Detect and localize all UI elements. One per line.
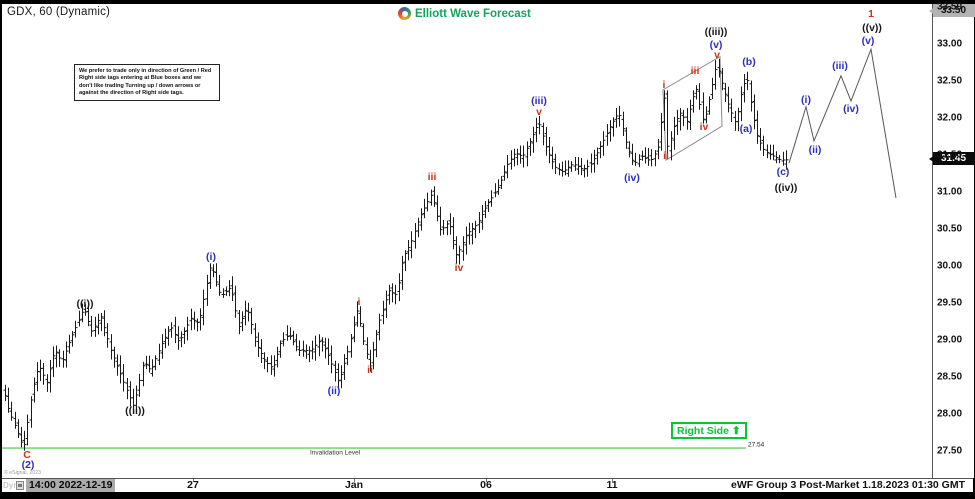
wave-label: ((i)): [76, 297, 94, 310]
price-tick-label: 31.50: [937, 149, 963, 161]
date-tick-label: 06: [480, 479, 492, 491]
wave-channel: [662, 55, 723, 162]
wave-label: (c): [776, 166, 790, 179]
right-side-tag: Right Side ⬆: [671, 422, 747, 440]
wave-label: i: [662, 78, 666, 91]
right-side-label: Right Side: [677, 424, 729, 437]
session-high-badge: 33.50: [929, 4, 975, 17]
price-tick-label: 29.50: [937, 297, 963, 309]
price-tick-label: 28.00: [937, 408, 963, 420]
invalidation-level-label: Invalidation Level: [310, 449, 361, 457]
date-tick-mark: [612, 479, 613, 482]
wave-label: (a): [739, 123, 753, 136]
price-axis[interactable]: 33.50 31.45 33.50 33.00 32.50 32.00 31.50 31.…: [929, 1, 975, 478]
forecast-projection-line: [788, 47, 897, 198]
price-tick-label: 27.50: [937, 445, 963, 457]
wave-label: (iv): [624, 171, 640, 184]
wave-label: ii: [663, 149, 669, 162]
up-arrow-icon: ⬆: [731, 424, 741, 437]
wave-label: iii: [690, 64, 700, 77]
wave-label: (i): [206, 251, 216, 264]
price-tick-label: 30.50: [937, 223, 963, 235]
trading-note-box: We prefer to trade only in direction of …: [74, 64, 220, 102]
logo-text: Elliott Wave Forecast: [415, 7, 531, 20]
wave-label: ((iii)): [704, 26, 728, 39]
price-tick-label: 30.00: [937, 260, 963, 272]
wave-label: (v): [709, 38, 723, 51]
price-tick-label: 33.50: [937, 1, 963, 13]
calendar-icon[interactable]: [16, 481, 24, 490]
last-price-badge: 31.45: [929, 152, 975, 166]
esignal-copyright: © eSignal, 2023: [4, 470, 41, 476]
dynamic-session-label: Dyn: [3, 481, 19, 490]
price-chart-canvas[interactable]: [2, 4, 932, 478]
wave-label: (ii): [327, 385, 341, 398]
wave-label: (iv): [843, 103, 859, 116]
wave-label: 1: [868, 7, 874, 20]
price-tick-label: 28.50: [937, 371, 963, 383]
wave-label: (ii): [808, 143, 822, 156]
invalidation-level-value: 27.54: [748, 441, 765, 449]
wave-label: iii: [427, 171, 437, 184]
price-tick-label: 29.00: [937, 334, 963, 346]
left-arrow-icon: [929, 154, 935, 163]
wave-label: iv: [699, 120, 709, 133]
date-tick-mark: [193, 479, 194, 482]
wave-label: C: [23, 448, 31, 461]
wave-label: iv: [454, 262, 464, 275]
logo-swirl-icon: [398, 7, 411, 20]
price-tick-label: 33.00: [937, 38, 963, 50]
price-tick-label: 32.00: [937, 112, 963, 124]
wave-label: ((ii)): [125, 405, 145, 418]
wave-label: (v): [861, 35, 875, 48]
elliott-wave-forecast-logo: Elliott Wave Forecast: [398, 7, 531, 20]
wave-label: i: [357, 296, 361, 309]
wave-label: ii: [367, 364, 373, 377]
cursor-timestamp-badge: 14:00 2022-12-19: [26, 479, 116, 492]
wave-label: (iii): [832, 60, 848, 73]
session-info-label: eWF Group 3 Post-Market 1.18.2023 01:30 …: [731, 479, 965, 491]
price-tick-label: 32.50: [937, 75, 963, 87]
date-tick-label: 11: [606, 479, 618, 491]
wave-label: (b): [742, 55, 756, 68]
wave-label: ((iv)): [774, 182, 798, 195]
symbol-title: GDX, 60 (Dynamic): [7, 6, 111, 18]
time-axis[interactable]: Dyn 14:00 2022-12-19 eWF Group 3 Post-Ma…: [2, 478, 973, 492]
date-tick-mark: [486, 479, 487, 482]
price-tick-label: 31.00: [937, 186, 963, 198]
wave-label: (iii): [531, 94, 547, 107]
date-tick-mark: [354, 479, 355, 482]
chart-plot-area[interactable]: GDX, 60 (Dynamic) Elliott Wave Forecast …: [2, 4, 932, 478]
date-tick-label: 27: [187, 479, 199, 491]
wave-label: v: [714, 49, 720, 62]
left-arrow-icon: [929, 6, 935, 15]
wave-label: ((v)): [862, 21, 882, 34]
wave-label: (i): [801, 94, 811, 107]
ohlc-bars: [3, 58, 789, 451]
wave-label: v: [536, 106, 542, 119]
wave-label: (2): [21, 459, 35, 472]
date-tick-label: Jan: [344, 479, 364, 491]
